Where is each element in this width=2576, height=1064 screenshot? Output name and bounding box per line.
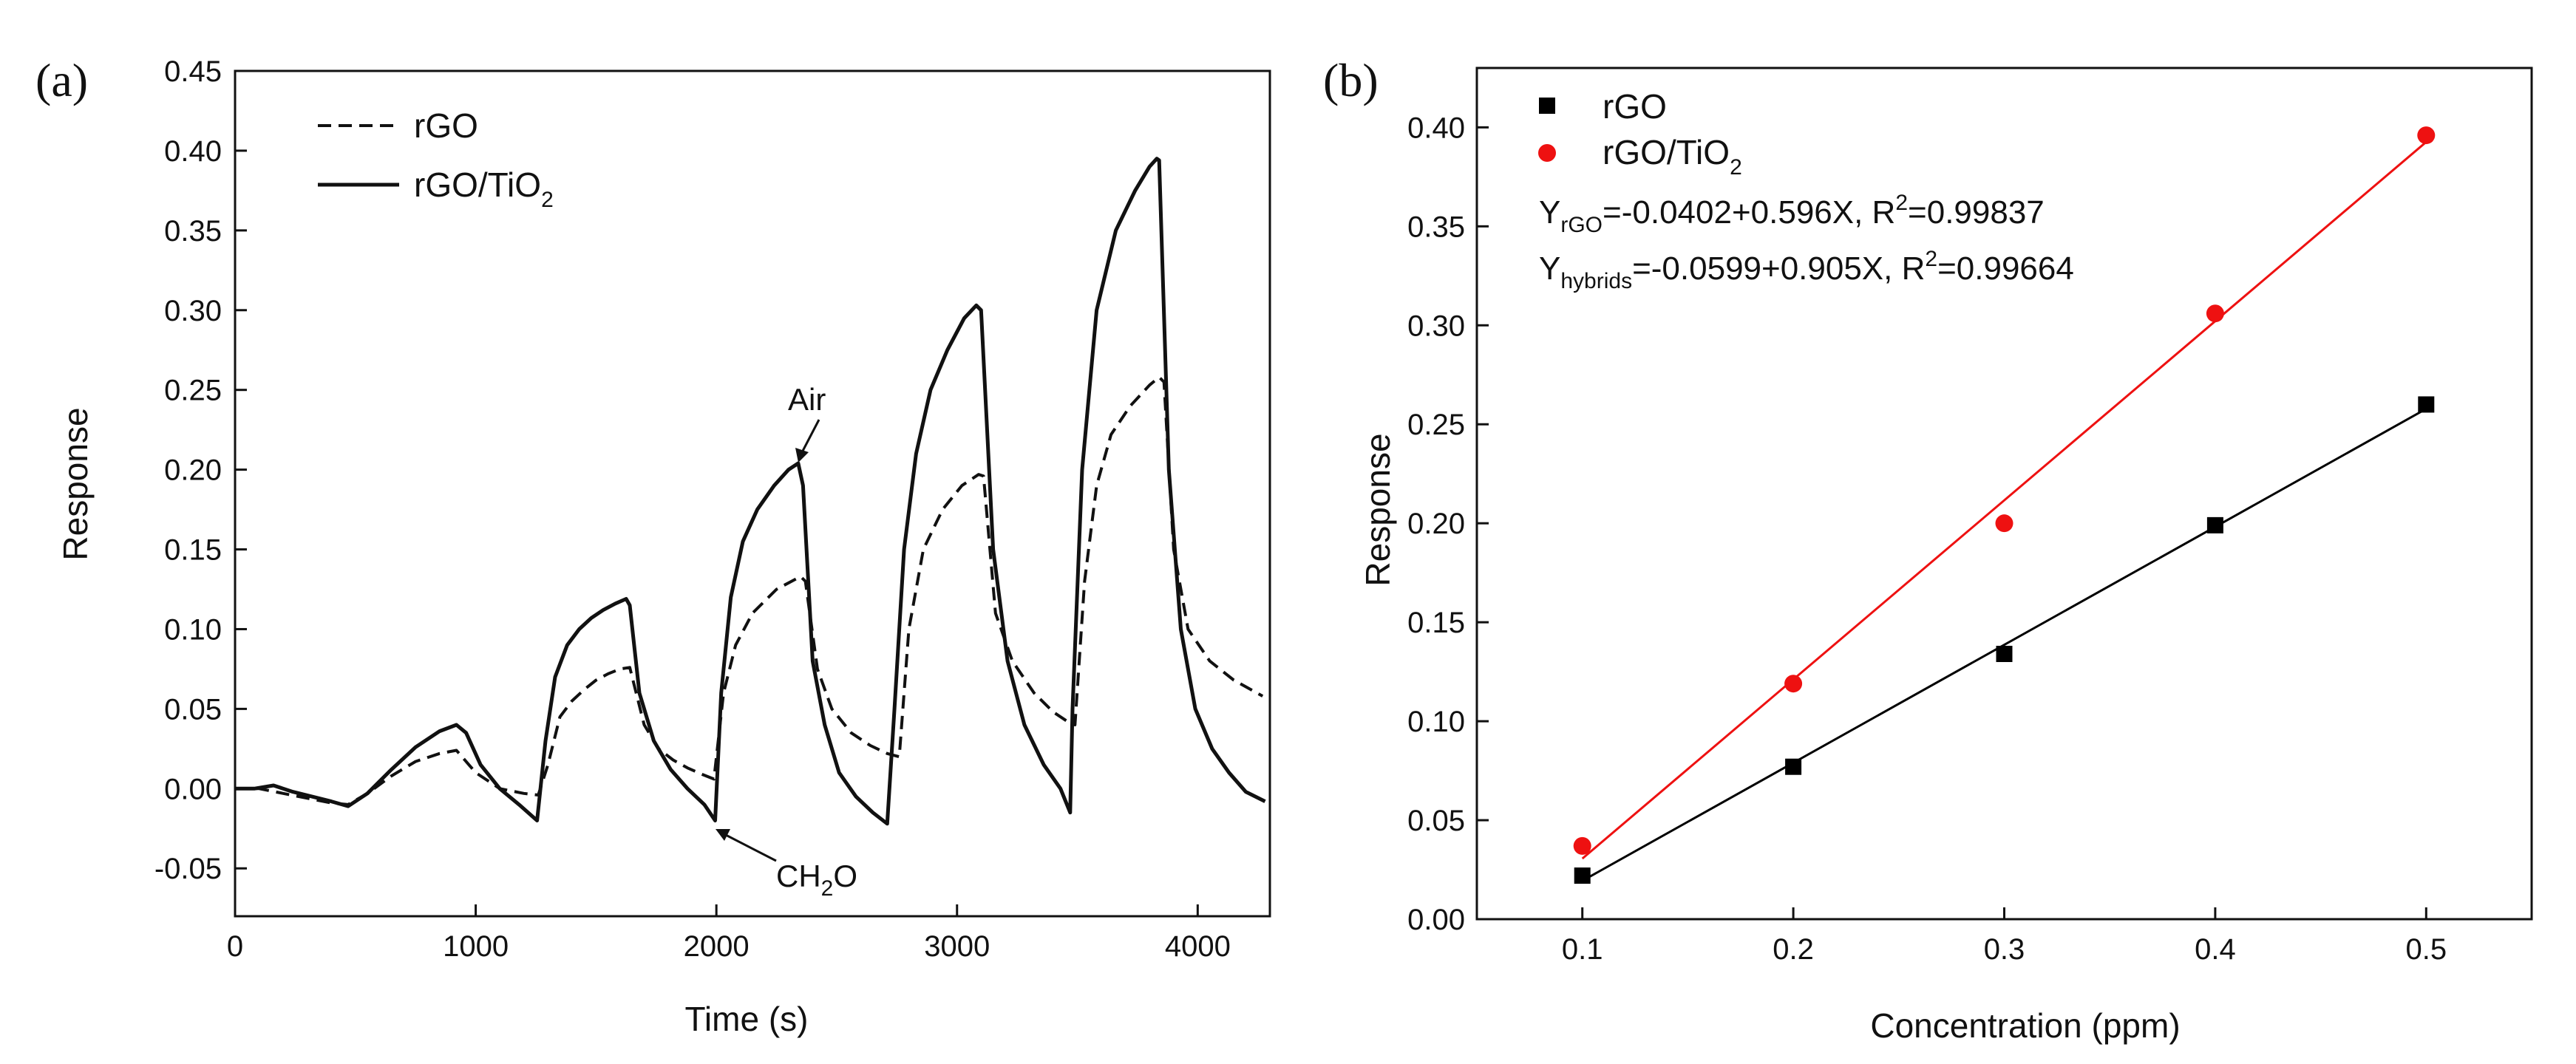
equation-rgo: YrGO=-0.0402+0.596X, R2=0.99837 [1539,191,2045,237]
panel-b-y-axis-label: Response [1359,433,1397,586]
panel-a-x-tick-label: 0 [227,930,243,963]
panel-b-x-tick-label: 0.2 [1773,933,1814,966]
data-point-rgo-tio2 [1784,675,1803,693]
panel-a-legend: rGO rGO/TiO2 [318,106,554,212]
annotation-ch2o-arrowhead [716,829,730,841]
panel-b-label: (b) [1323,54,1379,106]
data-point-rgo-tio2 [2417,126,2436,145]
panel-a-y-axis-label: Response [56,407,95,560]
legend-b-rgo-tio2-label: rGO/TiO2 [1603,133,1742,180]
equation-hybrids: Yhybrids=-0.0599+0.905X, R2=0.99664 [1539,247,2074,293]
panel-a-axes: 0 1000 2000 3000 4000 -0.05 0.00 0.05 0.10 0.15 0.… [154,55,1271,963]
panel-b-y-tick-label: 0.05 [1407,805,1465,837]
panel-a-y-tick-label: 0.35 [164,215,222,248]
panel-b-y-tick-label: 0.10 [1407,706,1465,738]
data-point-rgo [1996,646,2013,663]
panel-a-y-tick-label: 0.00 [164,773,222,805]
annotation-ch2o-arrow [722,832,777,862]
panel-a-plot-area [235,157,1266,826]
panel-b-legend: rGO rGO/TiO2 [1538,87,1742,180]
panel-a-x-tick-label: 1000 [443,930,509,963]
data-point-rgo-tio2 [1995,514,2013,533]
legend-rgo-label: rGO [414,106,478,145]
panel-a-y-tick-label: 0.40 [164,135,222,168]
annotation-air: Air [788,382,826,417]
panel-b-y-tick-label: 0.30 [1407,310,1465,342]
panel-b-y-tick-label: 0.15 [1407,607,1465,639]
panel-a-y-tick-label: 0.30 [164,295,222,327]
panel-b-x-tick-label: 0.5 [2405,933,2447,966]
data-point-rgo [2418,396,2435,413]
panel-a-y-tick-label: 0.45 [164,55,222,88]
panel-b-y-tick-label: 0.20 [1407,508,1465,540]
fit-line-rgo [1581,408,2427,882]
legend-rgo-tio2-label: rGO/TiO2 [414,166,554,212]
panel-a-x-tick-label: 3000 [924,930,990,963]
panel-a-frame [234,69,1271,918]
panel-a-y-tick-label: 0.15 [164,534,222,567]
panel-b-plot-area [1573,126,2436,884]
annotation-air-arrow [799,419,820,456]
panel-b-y-tick-label: 0.35 [1407,211,1465,243]
panel-a-x-tick-label: 2000 [684,930,750,963]
panel-b-x-tick-label: 0.4 [2195,933,2236,966]
panel-b-x-axis-label: Concentration (ppm) [1870,1006,2180,1045]
panel-a-x-tick-label: 4000 [1165,930,1231,963]
series-line-rgo [235,375,1264,806]
panel-b-fit-equations: YrGO=-0.0402+0.596X, R2=0.99837 Yhybrids… [1539,191,2074,293]
legend-b-rgo-label: rGO [1603,87,1667,126]
panel-a-y-tick-label: -0.05 [154,853,222,885]
panel-b-y-tick-label: 0.00 [1407,904,1465,936]
panel-b-x-tick-label: 0.3 [1984,933,2025,966]
annotation-air-arrowhead [795,448,809,463]
panel-b-y-tick-label: 0.40 [1407,112,1465,144]
panel-a-y-tick-label: 0.20 [164,454,222,487]
legend-rgo-tio2-circle-marker [1538,144,1556,162]
panel-a-y-tick-label: 0.25 [164,375,222,407]
panel-b-axes: 0.1 0.2 0.3 0.4 0.5 0.00 0.05 0.10 0.15 0.20 0.25 0… [1407,66,2533,966]
panel-a-y-tick-label: 0.10 [164,613,222,646]
panel-b-y-tick-label: 0.25 [1407,409,1465,441]
panel-a-x-axis-label: Time (s) [685,1000,809,1038]
series-line-rgo-tio2 [235,157,1266,826]
data-point-rgo [2206,516,2223,533]
panel-a-y-tick-label: 0.05 [164,693,222,726]
panel-b-x-tick-label: 0.1 [1562,933,1603,966]
data-point-rgo-tio2 [1573,836,1591,855]
panel-a-label: (a) [35,54,88,106]
data-point-rgo [1574,867,1591,884]
fit-line-rgo-tio2 [1581,141,2427,860]
data-point-rgo-tio2 [2206,304,2224,323]
legend-rgo-square-marker [1539,98,1555,114]
data-point-rgo [1785,758,1802,775]
panel-b: (b) 0.1 0.2 0.3 0.4 0.50.000.050.100.150.200… [1323,54,2533,1045]
panel-a: (a) 0 1000 2000 3000 4000 -0.05 0.00 0.05 0.10 0.… [35,54,1271,1038]
